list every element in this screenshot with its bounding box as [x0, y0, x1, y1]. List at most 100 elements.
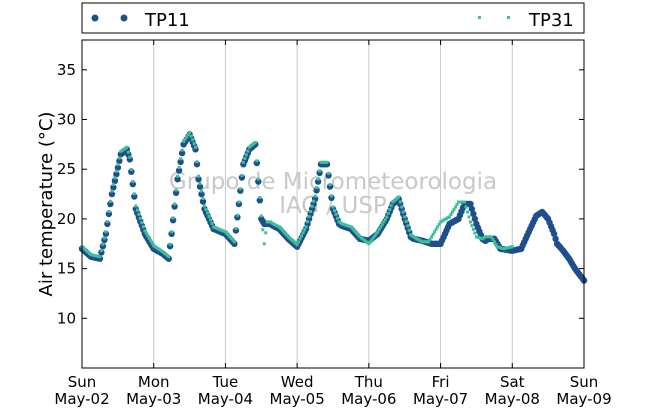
data-point-tp31: [404, 219, 408, 223]
data-point-tp31: [150, 241, 154, 245]
data-point-tp31: [355, 232, 359, 235]
data-point-tp31: [452, 208, 456, 211]
data-point-tp31: [102, 236, 106, 240]
data-point-tp31: [379, 225, 383, 229]
data-point-tp31: [114, 169, 118, 173]
data-point-tp31: [295, 243, 299, 247]
data-point-tp31: [246, 149, 250, 153]
data-point-tp11: [195, 176, 202, 183]
data-point-tp31: [206, 211, 209, 215]
data-point-tp31: [428, 237, 432, 241]
data-point-tp11: [198, 190, 205, 198]
gridlines: [153, 40, 513, 368]
plot-background: [82, 40, 584, 368]
data-point-tp11: [470, 210, 477, 218]
data-point-tp31: [455, 203, 459, 206]
data-point-tp31: [98, 255, 102, 259]
data-point-tp31: [241, 160, 245, 164]
series-tp31: [80, 130, 514, 259]
data-point-tp31: [370, 238, 374, 242]
data-point-tp31: [449, 212, 453, 216]
data-point-tp11: [232, 227, 240, 234]
data-point-tp31: [315, 186, 319, 190]
data-point-tp31: [179, 157, 183, 161]
data-point-tp31: [195, 160, 199, 164]
data-point-tp31: [510, 245, 514, 249]
data-point-tp31: [371, 236, 375, 240]
data-point-tp31: [116, 163, 120, 167]
legend-marker-tp11: [91, 14, 99, 22]
data-point-tp31: [333, 209, 336, 213]
data-point-tp31: [368, 240, 372, 244]
data-point-tp31: [146, 234, 150, 238]
data-point-tp31: [297, 240, 301, 244]
data-point-tp31: [466, 210, 469, 214]
data-point-tp31: [105, 220, 109, 224]
x-tick-label-day: Tue: [212, 373, 239, 391]
data-point-tp31: [373, 234, 377, 238]
x-tick-label-date: May-08: [485, 390, 540, 408]
data-point-tp11: [314, 178, 322, 185]
data-point-tp31: [448, 215, 451, 219]
data-point-tp31: [334, 212, 338, 216]
x-tick-label-day: Sat: [500, 373, 525, 391]
data-point-tp11: [98, 249, 105, 256]
plot-frame: [81, 39, 585, 369]
data-point-tp31: [194, 145, 197, 149]
data-point-tp31: [200, 189, 203, 193]
data-point-tp11: [253, 159, 260, 167]
data-point-tp31: [168, 242, 172, 246]
data-point-tp31: [188, 130, 192, 134]
data-point-tp31: [203, 204, 206, 208]
data-point-tp31: [463, 200, 466, 204]
data-point-tp31: [401, 210, 405, 214]
data-point-tp11: [110, 184, 117, 191]
watermark-line-1: Grupo de Micrometeorologia: [169, 169, 497, 195]
data-point-tp31: [300, 234, 304, 238]
data-point-tp31: [427, 240, 431, 244]
x-tick-labels: SunMay-02MonMay-03TueMay-04WedMay-05ThuM…: [54, 373, 611, 408]
data-point-tp31: [255, 159, 259, 163]
data-point-tp31: [298, 237, 302, 241]
data-point-tp31: [467, 215, 471, 219]
data-point-tp11: [193, 161, 201, 168]
x-tick-label-day: Mon: [138, 373, 170, 391]
data-point-tp11: [166, 243, 174, 250]
data-point-tp11: [108, 190, 116, 198]
data-point-tp31: [209, 218, 212, 222]
data-point-tp11: [256, 197, 263, 204]
data-point-tp31: [403, 215, 407, 219]
data-point-tp31: [406, 224, 410, 228]
data-point-tp31: [397, 195, 401, 199]
data-point-tp31: [143, 229, 147, 233]
data-point-tp11: [113, 171, 120, 178]
data-point-tp31: [177, 166, 181, 169]
data-point-tp31: [304, 225, 308, 229]
data-point-tp31: [258, 196, 262, 199]
data-point-tp11: [550, 230, 558, 237]
x-tick-label-date: May-03: [126, 390, 181, 408]
data-point-tp31: [434, 227, 438, 231]
data-point-tp11: [468, 205, 476, 213]
y-axis-label: Air temperature (°C): [36, 112, 57, 297]
x-tick-label-date: May-05: [270, 390, 325, 408]
data-point-tp31: [201, 197, 205, 200]
data-point-tp31: [101, 242, 105, 246]
data-point-tp11: [235, 200, 243, 208]
data-point-tp31: [131, 180, 135, 184]
data-point-tp11: [99, 243, 107, 250]
data-point-tp31: [377, 227, 381, 231]
x-tick-label-date: May-07: [413, 390, 468, 408]
data-point-tp11: [316, 169, 323, 177]
legend-label-tp11: TP11: [144, 10, 190, 31]
data-point-tp11: [131, 193, 138, 200]
data-point-tp31: [398, 200, 402, 204]
data-point-tp31: [433, 230, 437, 234]
data-point-tp11: [178, 149, 186, 157]
data-point-tp11: [199, 198, 207, 205]
data-point-tp31: [186, 133, 190, 137]
data-point-tp31: [149, 239, 153, 243]
data-point-tp11: [234, 214, 241, 221]
data-point-tp31: [312, 199, 316, 203]
